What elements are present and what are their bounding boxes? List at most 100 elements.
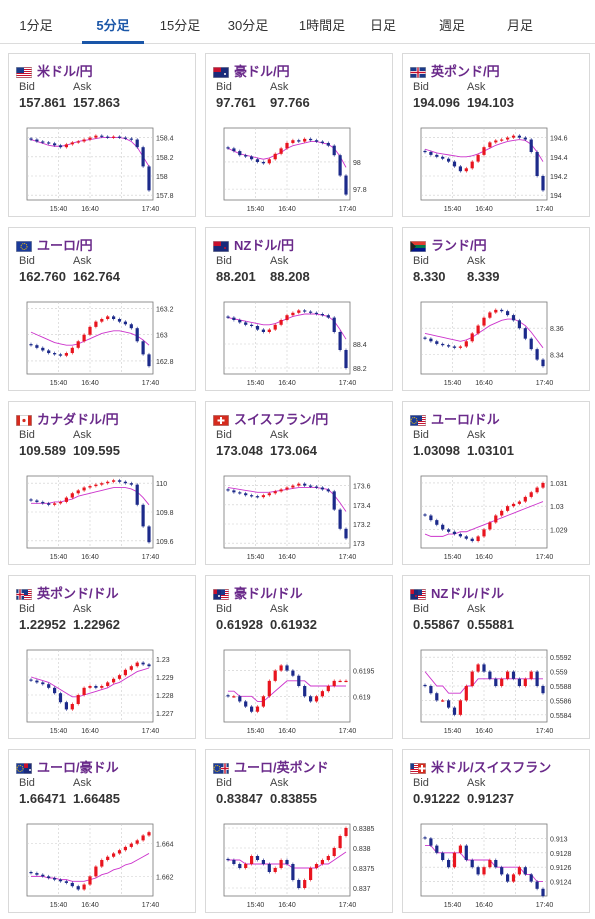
currency-pair-link[interactable]: カナダドル/円 bbox=[37, 412, 119, 427]
chart-container[interactable]: 0.8385 0.838 0.8375 0.837 15:40 16:40 17:40 bbox=[212, 818, 388, 919]
chart-container[interactable]: 0.5592 0.559 0.5588 0.5586 0.5584 15:40 16:40 1… bbox=[409, 644, 585, 745]
candle-body bbox=[338, 680, 342, 683]
currency-pair-link[interactable]: スイスフラン/円 bbox=[234, 412, 329, 427]
rate-card[interactable]: 豪ドル/円 Bid Ask 97.761 97.766 98 97.8 15:40 16:40 1… bbox=[205, 53, 393, 217]
chart-container[interactable]: 1.664 1.662 15:40 16:40 17:40 bbox=[15, 818, 191, 919]
candle-body bbox=[41, 141, 45, 143]
candle-body bbox=[279, 665, 283, 671]
chart-container[interactable]: 163.2 163 162.8 15:40 16:40 17:40 bbox=[15, 296, 191, 397]
moving-average-line bbox=[31, 487, 150, 506]
rate-card[interactable]: NZドル/ドル Bid Ask 0.55867 0.55881 0.5592 0.559 0.… bbox=[402, 575, 590, 739]
rate-card[interactable]: ランド/円 Bid Ask 8.330 8.339 8.36 8.34 15:40 16:40 1… bbox=[402, 227, 590, 391]
currency-pair-link[interactable]: NZドル/ドル bbox=[431, 586, 504, 601]
candle-body bbox=[529, 671, 533, 679]
y-tick-label: 163 bbox=[156, 333, 168, 340]
y-tick-label: 109.6 bbox=[156, 539, 174, 546]
candle-body bbox=[541, 176, 545, 191]
currency-pair-link[interactable]: 米ドル/スイスフラン bbox=[431, 760, 552, 775]
rate-card[interactable]: ユーロ/豪ドル Bid Ask 1.66471 1.66485 1.664 1.662 15:… bbox=[8, 749, 196, 913]
rate-card[interactable]: スイスフラン/円 Bid Ask 173.048 173.064 173.6 173.4 17… bbox=[205, 401, 393, 565]
tab-4[interactable]: 1時間足 bbox=[298, 18, 346, 33]
rate-card[interactable]: NZドル/円 Bid Ask 88.201 88.208 88.4 88.2 15:40 16:… bbox=[205, 227, 393, 391]
y-tick-label: 1.662 bbox=[156, 874, 174, 881]
chart-container[interactable]: 173.6 173.4 173.2 173 15:40 16:40 17:40 bbox=[212, 470, 388, 571]
tab-6[interactable]: 週足 bbox=[438, 18, 465, 33]
y-tick-label: 0.913 bbox=[550, 836, 568, 843]
x-tick-label: 17:40 bbox=[339, 380, 357, 387]
ask-label: Ask bbox=[73, 81, 92, 93]
currency-pair-link[interactable]: 米ドル/円 bbox=[37, 64, 93, 79]
tab-5[interactable]: 日足 bbox=[369, 18, 396, 33]
currency-pair-link[interactable]: ユーロ/豪ドル bbox=[37, 760, 119, 775]
y-tick-label: 109.8 bbox=[156, 510, 174, 517]
chart-container[interactable]: 98 97.8 15:40 16:40 17:40 bbox=[212, 122, 388, 223]
rate-card[interactable]: カナダドル/円 Bid Ask 109.589 109.595 110 109.8 109.6… bbox=[8, 401, 196, 565]
rate-card[interactable]: 英ポンド/ドル Bid Ask 1.22952 1.22962 1.23 1.229 1.22… bbox=[8, 575, 196, 739]
currency-pair-link[interactable]: 英ポンド/円 bbox=[431, 64, 500, 79]
candle-body bbox=[250, 856, 254, 864]
chart-container[interactable]: 88.4 88.2 15:40 16:40 17:40 bbox=[212, 296, 388, 397]
candle-body bbox=[529, 492, 533, 497]
candle-body bbox=[464, 536, 468, 539]
tab-3[interactable]: 30分足 bbox=[227, 18, 269, 33]
candle-body bbox=[267, 493, 271, 496]
currency-pair-link[interactable]: ユーロ/ドル bbox=[431, 412, 500, 427]
currency-pair-link[interactable]: ユーロ/円 bbox=[37, 238, 93, 253]
candle-body bbox=[250, 495, 254, 497]
currency-pair-link[interactable]: 豪ドル/ドル bbox=[234, 586, 303, 601]
chart-container[interactable]: 1.23 1.229 1.228 1.227 15:40 16:40 17:40 bbox=[15, 644, 191, 745]
candle-body bbox=[244, 864, 248, 868]
candle-body bbox=[58, 501, 63, 504]
rate-chart: 1.664 1.662 15:40 16:40 17:40 bbox=[26, 823, 174, 909]
rate-card[interactable]: 英ポンド/円 Bid Ask 194.096 194.103 194.6 194.4 194.… bbox=[402, 53, 590, 217]
candle-body bbox=[332, 317, 336, 332]
currency-pair-link[interactable]: 英ポンド/ドル bbox=[37, 586, 119, 601]
candle-body bbox=[452, 707, 457, 715]
rate-card[interactable]: ユーロ/ドル Bid Ask 1.03098 1.03101 1.031 1.03 1.029… bbox=[402, 401, 590, 565]
ask-label: Ask bbox=[270, 429, 289, 441]
candle-body bbox=[535, 881, 539, 889]
rate-card[interactable]: ユーロ/英ポンド Bid Ask 0.83847 0.83855 0.8385 0.838 0… bbox=[205, 749, 393, 913]
x-tick-label: 17:40 bbox=[142, 380, 160, 387]
candle-body bbox=[238, 320, 242, 323]
chart-container[interactable]: 0.913 0.9128 0.9126 0.9124 15:40 16:40 17:40 bbox=[409, 818, 585, 919]
currency-pair-link[interactable]: ユーロ/英ポンド bbox=[234, 760, 329, 775]
candle-body bbox=[29, 138, 33, 140]
candle-body bbox=[529, 874, 533, 882]
currency-pair-link[interactable]: ランド/円 bbox=[431, 238, 487, 253]
candle-body bbox=[320, 691, 324, 697]
rate-card[interactable]: ユーロ/円 Bid Ask 162.760 162.764 163.2 163 162.8 15… bbox=[8, 227, 196, 391]
ask-label: Ask bbox=[73, 255, 92, 267]
chart-container[interactable]: 194.6 194.4 194.2 194 15:40 16:40 17:40 bbox=[409, 122, 585, 223]
tab-2[interactable]: 15分足 bbox=[159, 18, 201, 33]
tab-7[interactable]: 月足 bbox=[506, 18, 533, 33]
x-tick-label: 17:40 bbox=[536, 206, 554, 213]
candle-body bbox=[291, 140, 295, 143]
rate-card[interactable]: 豪ドル/ドル Bid Ask 0.61928 0.61932 0.6195 0.619 15:… bbox=[205, 575, 393, 739]
rate-card[interactable]: 米ドル/スイスフラン Bid Ask 0.91222 0.91237 0.913 0.912… bbox=[402, 749, 590, 913]
candle-body bbox=[88, 486, 92, 488]
candle-body bbox=[244, 322, 248, 325]
tab-1[interactable]: 5分足 bbox=[82, 0, 144, 44]
candle-body bbox=[541, 359, 545, 367]
chart-container[interactable]: 158.4 158.2 158 157.8 15:40 16:40 17:40 bbox=[15, 122, 191, 223]
bid-value: 162.760 bbox=[19, 269, 66, 284]
chart-container[interactable]: 0.6195 0.619 15:40 16:40 17:40 bbox=[212, 644, 388, 745]
candle-body bbox=[244, 155, 248, 157]
candle-body bbox=[297, 310, 301, 313]
candle-body bbox=[141, 504, 145, 527]
candle-body bbox=[326, 489, 330, 492]
currency-pair-link[interactable]: 豪ドル/円 bbox=[234, 64, 290, 79]
chart-container[interactable]: 1.031 1.03 1.029 15:40 16:40 17:40 bbox=[409, 470, 585, 571]
tab-0[interactable]: 1分足 bbox=[19, 18, 53, 33]
chart-container[interactable]: 8.36 8.34 15:40 16:40 17:40 bbox=[409, 296, 585, 397]
chart-container[interactable]: 110 109.8 109.6 15:40 16:40 17:40 bbox=[15, 470, 191, 571]
candle-body bbox=[435, 693, 439, 701]
bid-value: 0.55867 bbox=[413, 617, 460, 632]
candle-body bbox=[309, 868, 313, 880]
rate-chart: 0.6195 0.619 15:40 16:40 17:40 bbox=[223, 649, 375, 735]
candle-body bbox=[506, 137, 510, 140]
candle-body bbox=[523, 867, 527, 875]
rate-card[interactable]: 米ドル/円 Bid Ask 157.861 157.863 158.4 158.2 158 15… bbox=[8, 53, 196, 217]
currency-pair-link[interactable]: NZドル/円 bbox=[234, 238, 294, 253]
